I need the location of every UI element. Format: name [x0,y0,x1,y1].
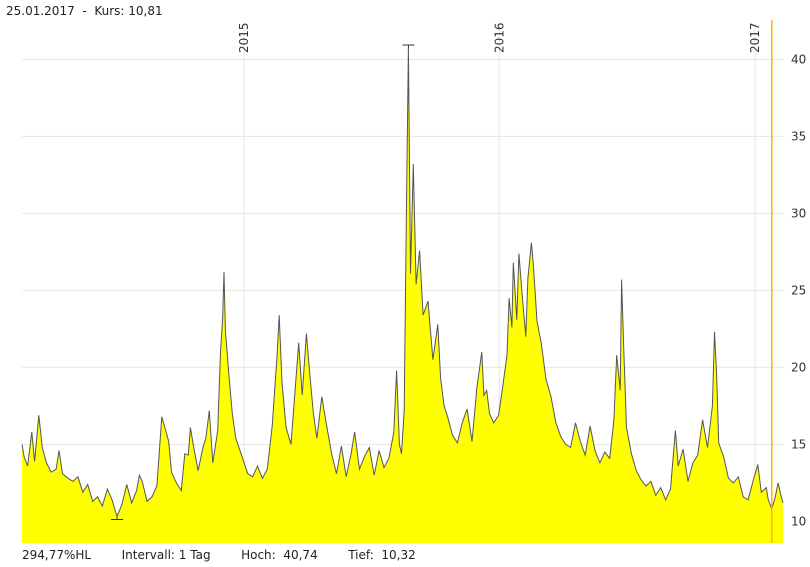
y-tick-label: 20 [791,360,806,374]
series-line [21,47,784,519]
year-label: 2016 [492,22,506,53]
high-value: 40,74 [283,548,318,562]
y-tick-label: 15 [791,437,806,451]
high-low-markers [111,44,415,521]
header-info: 25.01.2017 - Kurs: 10,81 [6,4,163,18]
series-area [22,48,783,543]
high-label: Hoch: [241,548,276,562]
y-tick-label: 10 [791,514,806,528]
header-separator: - [82,4,87,18]
hl-ratio: 294,77%HL [22,548,92,562]
y-tick-label: 25 [791,283,806,297]
year-label: 2015 [237,22,251,53]
price-value: 10,81 [128,4,163,18]
grid-lines [22,24,783,543]
y-tick-label: 35 [791,129,806,143]
interval-value: 1 Tag [178,548,211,562]
y-tick-label: 30 [791,206,806,220]
y-tick-label: 40 [791,52,806,66]
y-axis: 10 15 20 25 30 35 40 [791,52,806,528]
year-label: 2017 [748,22,762,53]
price-label: Kurs: [94,4,125,18]
year-markers: 2015 2016 2017 [237,22,762,53]
low-value: 10,32 [381,548,416,562]
low-label: Tief: [348,548,374,562]
interval-label: Intervall: [121,548,175,562]
footer-stats: 294,77%HL Intervall: 1 Tag Hoch: 40,74 T… [22,548,416,562]
cursor-date: 25.01.2017 [6,4,75,18]
